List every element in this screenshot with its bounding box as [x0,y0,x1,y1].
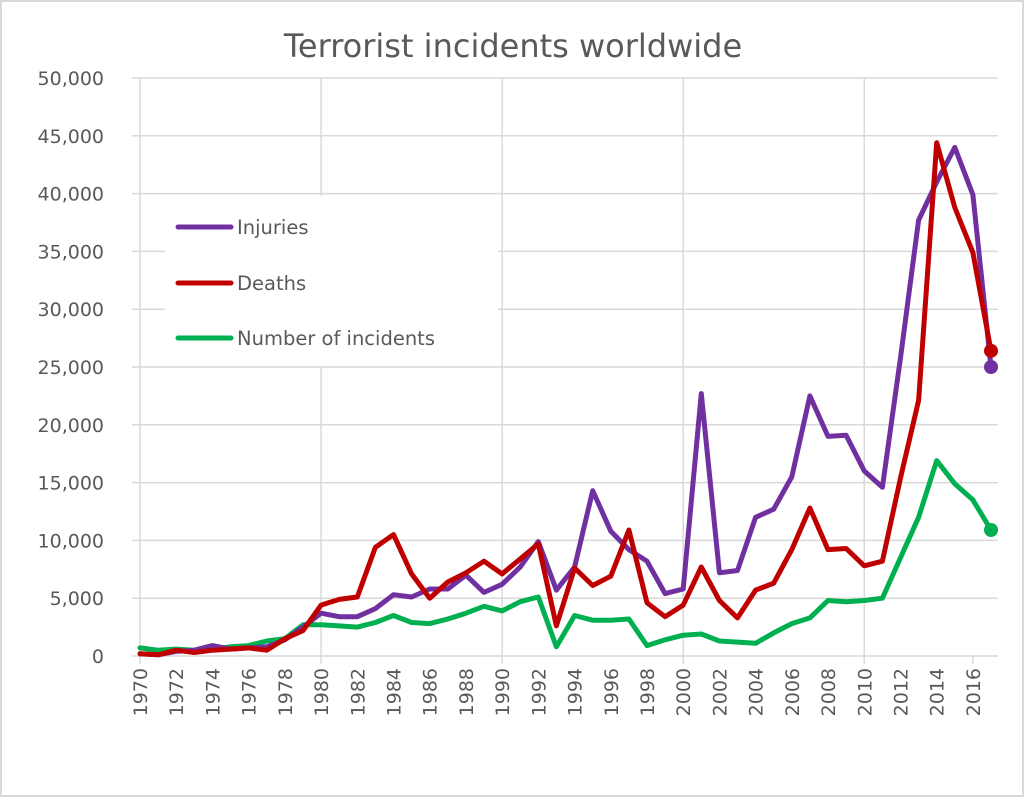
x-tick-label: 1988 [456,668,478,716]
y-tick-label: 45,000 [38,126,104,148]
series-line-number-of-incidents [137,458,994,653]
series-lines [137,140,998,658]
y-tick-label: 15,000 [38,473,104,495]
legend-label: Number of incidents [237,327,435,350]
series-end-marker [984,360,998,374]
x-tick-label: 1980 [311,668,333,716]
x-tick-label: 2016 [963,668,985,716]
legend-label: Deaths [237,272,306,295]
series-end-marker [984,522,998,537]
y-tick-label: 25,000 [38,357,104,379]
x-tick-label: 1976 [239,668,261,716]
x-tick-label: 2014 [927,668,949,716]
x-tick-label: 1990 [492,668,514,716]
x-tick-label: 1996 [601,668,623,716]
x-tick-label: 1970 [130,668,152,716]
x-tick-label: 2000 [673,668,695,716]
legend: Injuries Deaths Number of incidents [165,196,498,366]
x-tick-label: 2010 [854,668,876,716]
x-tick-label: 1986 [420,668,442,716]
x-tick-label: 1978 [275,668,297,716]
y-tick-label: 10,000 [38,530,104,552]
x-tick-label: 2012 [890,668,912,716]
x-tick-label: 2002 [709,668,731,716]
x-tick-label: 1992 [528,668,550,716]
series-end-marker [984,343,998,358]
series-line-deaths [137,140,994,658]
y-tick-label: 35,000 [38,241,104,263]
x-tick-label: 1974 [202,668,224,716]
chart-title: Terrorist incidents worldwide [283,27,742,65]
x-tick-label: 1994 [565,668,587,716]
x-tick-label: 1998 [637,668,659,716]
y-tick-label: 30,000 [38,299,104,321]
gridlines [132,77,998,664]
y-tick-label: 0 [92,646,104,668]
y-tick-label: 5,000 [50,588,104,610]
x-tick-label: 2006 [782,668,804,716]
x-tick-label: 1972 [166,668,188,716]
y-tick-label: 40,000 [38,184,104,206]
x-tick-label: 2004 [746,668,768,716]
y-tick-label: 20,000 [38,415,104,437]
y-axis-tick-labels: 0 5,000 10,000 15,000 20,000 25,000 30,000 35,0… [38,68,104,668]
x-tick-label: 1984 [383,668,405,716]
x-tick-label: 2008 [818,668,840,716]
y-tick-label: 50,000 [38,68,104,90]
x-tick-label: 1982 [347,668,369,716]
x-axis-tick-labels: 1970 1972 1974 1976 1978 1980 1982 1984 1986 1988… [130,668,985,716]
legend-label: Injuries [237,216,308,239]
